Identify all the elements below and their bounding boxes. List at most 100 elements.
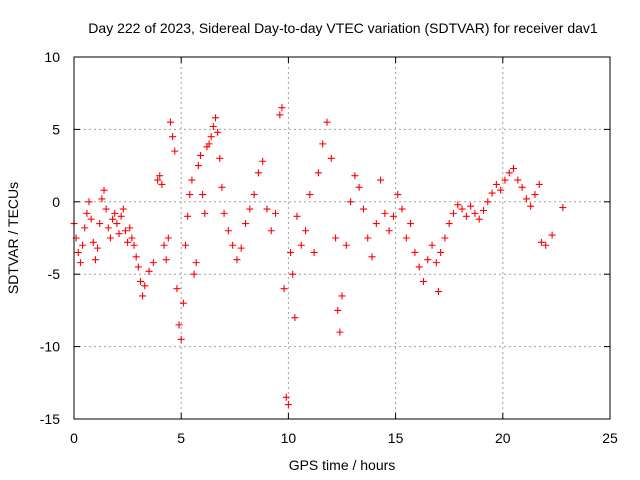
- data-point: [141, 282, 149, 290]
- data-point: [419, 277, 427, 285]
- data-point: [289, 270, 297, 278]
- data-point: [233, 256, 241, 264]
- data-point: [445, 220, 453, 228]
- data-point: [171, 147, 179, 155]
- data-point: [291, 314, 299, 322]
- data-point: [497, 186, 505, 194]
- data-point: [332, 234, 340, 242]
- data-point: [188, 176, 196, 184]
- data-point: [302, 227, 310, 235]
- data-point: [166, 118, 174, 126]
- data-point: [336, 328, 344, 336]
- data-point: [398, 205, 406, 213]
- data-point: [106, 234, 114, 242]
- data-point: [96, 220, 104, 228]
- data-point: [381, 209, 389, 217]
- data-point: [514, 176, 522, 184]
- data-point: [158, 180, 166, 188]
- data-point: [428, 241, 436, 249]
- data-point: [98, 195, 106, 203]
- data-point: [462, 212, 470, 220]
- x-tick-label: 25: [602, 430, 618, 446]
- data-point: [85, 198, 93, 206]
- data-point: [454, 201, 462, 209]
- data-point: [355, 183, 363, 191]
- data-point: [527, 202, 535, 210]
- data-point: [156, 172, 164, 180]
- data-point: [74, 248, 82, 256]
- data-point: [306, 191, 314, 199]
- data-point: [83, 209, 91, 217]
- data-point: [128, 234, 136, 242]
- data-point: [89, 238, 97, 246]
- data-point: [434, 288, 442, 296]
- data-point: [424, 256, 432, 264]
- data-point: [535, 180, 543, 188]
- data-point: [542, 241, 550, 249]
- data-point: [475, 215, 483, 223]
- data-point: [154, 176, 162, 184]
- data-point: [194, 162, 202, 170]
- data-point: [220, 209, 228, 217]
- data-point: [162, 256, 170, 264]
- data-point: [338, 292, 346, 300]
- data-point: [385, 227, 393, 235]
- data-point: [411, 248, 419, 256]
- data-point: [87, 215, 95, 223]
- data-point: [121, 227, 129, 235]
- data-point: [402, 234, 410, 242]
- data-point: [164, 234, 172, 242]
- data-point: [368, 253, 376, 261]
- data-point: [100, 186, 108, 194]
- data-point: [293, 212, 301, 220]
- data-point: [342, 241, 350, 249]
- data-point: [548, 231, 556, 239]
- x-tick-label: 10: [281, 430, 297, 446]
- data-point: [91, 256, 99, 264]
- data-point: [280, 285, 288, 293]
- data-point: [282, 393, 290, 401]
- data-point: [119, 205, 127, 213]
- data-point: [347, 198, 355, 206]
- data-point: [115, 230, 123, 238]
- y-tick-label: 0: [52, 194, 60, 210]
- data-point: [212, 114, 220, 122]
- data-point: [104, 224, 112, 232]
- data-point: [205, 140, 213, 148]
- data-point: [377, 176, 385, 184]
- data-point: [196, 151, 204, 159]
- data-point: [314, 169, 322, 177]
- data-point: [501, 176, 509, 184]
- data-point: [471, 209, 479, 217]
- data-point: [467, 202, 475, 210]
- data-point: [199, 191, 207, 199]
- y-tick-label: -10: [40, 339, 60, 355]
- data-point: [139, 292, 147, 300]
- data-point: [216, 154, 224, 162]
- data-point: [259, 157, 267, 165]
- data-point: [263, 205, 271, 213]
- data-point: [177, 335, 185, 343]
- data-point: [276, 111, 284, 119]
- data-point: [505, 169, 513, 177]
- data-point: [209, 123, 217, 131]
- x-tick-label: 20: [495, 430, 511, 446]
- data-point: [407, 220, 415, 228]
- data-point: [109, 215, 117, 223]
- data-point: [130, 241, 138, 249]
- data-point: [323, 118, 331, 126]
- data-point: [207, 133, 215, 141]
- data-point: [179, 299, 187, 307]
- data-point: [284, 401, 292, 409]
- data-point: [136, 277, 144, 285]
- data-point: [394, 191, 402, 199]
- data-point: [169, 133, 177, 141]
- data-point: [432, 259, 440, 267]
- data-point: [186, 191, 194, 199]
- data-point: [334, 306, 342, 314]
- data-point: [242, 220, 250, 228]
- data-point: [267, 227, 275, 235]
- data-point: [484, 198, 492, 206]
- data-point: [364, 234, 372, 242]
